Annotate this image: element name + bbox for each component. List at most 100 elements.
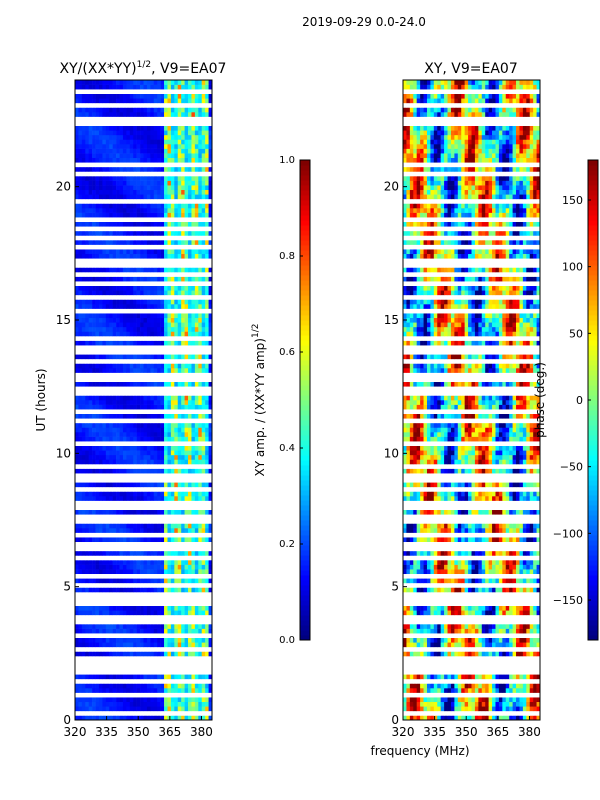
amp-heatmap-cell [150,468,155,474]
amp-heatmap-cell [194,354,199,360]
amp-heatmap-cell [160,331,165,337]
amp-heatmap-cell [112,445,117,451]
amp-heatmap-cell [92,564,96,570]
amp-heatmap-cell [112,162,117,168]
amp-heatmap-cell [150,290,155,296]
amp-heatmap-cell [116,226,120,232]
amp-heatmap-cell [81,491,86,497]
amp-heatmap-cell [140,624,144,629]
amp-heatmap-cell [177,249,182,255]
amp-heatmap-cell [164,642,168,648]
amp-heatmap-cell [184,482,189,488]
amp-heatmap-cell [201,226,206,232]
amp-heatmap-cell [167,276,172,282]
amp-heatmap-cell [78,340,83,346]
amp-heatmap-cell [119,573,124,579]
amp-heatmap-cell [81,281,86,287]
amp-heatmap-cell [170,395,175,401]
amp-heatmap-cell [157,450,161,456]
amp-heatmap-cell [122,669,127,675]
amp-heatmap-cell [150,180,155,186]
amp-heatmap-cell [188,244,192,250]
amp-heatmap-cell [157,345,161,351]
amp-heatmap-cell [140,409,144,415]
amp-heatmap-cell [75,244,79,250]
amp-heatmap-cell [153,226,158,232]
amp-heatmap-cell [208,235,213,241]
amp-heatmap-cell [157,614,161,620]
amp-heatmap-cell [109,267,113,273]
amp-heatmap-cell [164,596,168,602]
amp-heatmap-cell [126,221,131,227]
amp-heatmap-cell [181,308,185,314]
amp-heatmap-cell [167,624,172,629]
amp-heatmap-cell [126,482,131,488]
amp-heatmap-cell [188,592,192,597]
amp-heatmap-cell [160,299,165,305]
amp-heatmap-cell [170,491,175,497]
amp-heatmap-cell [208,678,213,684]
amp-heatmap-cell [133,230,137,236]
amp-heatmap-cell [191,358,196,364]
amp-heatmap-cell [98,235,103,241]
amp-heatmap-cell [146,390,151,396]
amp-heatmap-cell [133,710,137,716]
amp-heatmap-cell [85,377,89,383]
amp-heatmap-cell [85,235,89,241]
amp-heatmap-cell [105,496,110,501]
amp-heatmap-cell [116,290,120,296]
amp-heatmap-cell [85,569,89,575]
amp-heatmap-cell [102,326,107,332]
amp-heatmap-cell [140,413,144,419]
amp-heatmap-cell [85,637,89,643]
amp-heatmap-cell [95,294,100,300]
amp-heatmap-cell [174,596,179,602]
amp-heatmap-cell [105,706,110,712]
amp-heatmap-cell [116,482,120,488]
amp-heatmap-cell [85,560,89,565]
amp-heatmap-cell [75,505,79,511]
amp-heatmap-cell [129,189,134,195]
amp-heatmap-cell [170,646,175,652]
amp-heatmap-cell [208,468,213,474]
amp-heatmap-cell [194,454,199,460]
amp-heatmap-cell [122,345,127,351]
amp-heatmap-cell [143,240,148,245]
amp-heatmap-cell [153,514,158,520]
amp-heatmap-cell [164,354,168,360]
amp-heatmap-cell [184,642,189,648]
amp-heatmap-cell [126,276,131,282]
amp-heatmap-cell [143,491,148,497]
amp-heatmap-cell [194,592,199,597]
amp-heatmap-cell [122,450,127,456]
amp-heatmap-cell [92,605,96,611]
amp-heatmap-cell [133,454,137,460]
amp-heatmap-cell [164,509,168,515]
amp-heatmap-cell [116,715,120,721]
amp-heatmap-cell [109,582,113,588]
amp-heatmap-cell [201,418,206,424]
amp-heatmap-cell [150,637,155,643]
amp-heatmap-cell [140,441,144,447]
amp-heatmap-cell [136,400,141,405]
amp-heatmap-cell [188,468,192,474]
amp-heatmap-cell [112,390,117,396]
amp-heatmap-cell [194,336,199,341]
amp-heatmap-cell [126,240,131,245]
amp-heatmap-cell [88,582,93,588]
amp-heatmap-cell [88,418,93,424]
amp-heatmap-cell [170,226,175,232]
amp-heatmap-cell [122,550,127,556]
amp-heatmap-cell [208,697,213,703]
amp-heatmap-cell [201,422,206,428]
amp-heatmap-cell [181,404,185,410]
amp-heatmap-cell [116,171,120,177]
amp-heatmap-cell [201,340,206,346]
amp-heatmap-cell [198,715,203,721]
amp-heatmap-cell [122,486,127,492]
amp-heatmap-cell [191,678,196,684]
amp-heatmap-cell [174,377,179,383]
amp-heatmap-cell [119,619,124,625]
amp-heatmap-cell [122,436,127,442]
amp-heatmap-cell [109,454,113,460]
